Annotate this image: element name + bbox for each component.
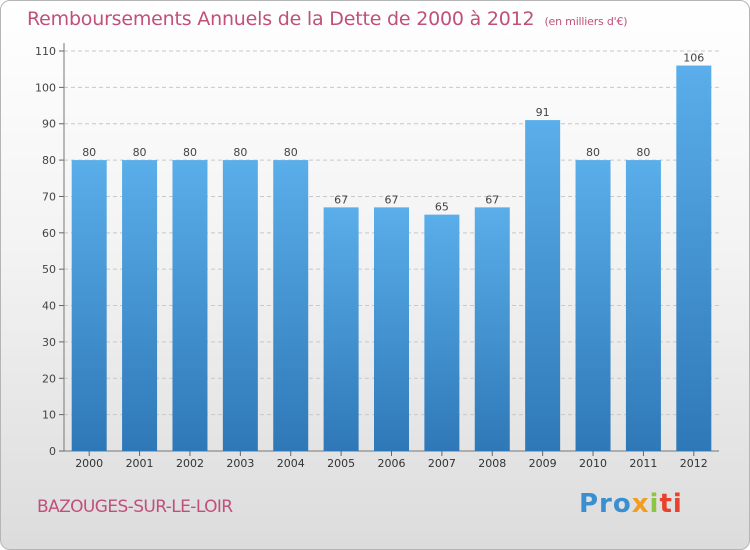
logo-part-4: ti: [659, 489, 683, 519]
data-label-2004: 80: [284, 146, 298, 159]
bar-2011: [625, 160, 661, 451]
x-tick-label: 2008: [478, 457, 506, 470]
y-tick-label: 50: [42, 263, 56, 276]
data-label-2001: 80: [133, 146, 147, 159]
bar-2012: [676, 65, 712, 451]
x-tick-label: 2004: [277, 457, 305, 470]
y-tick-label: 30: [42, 336, 56, 349]
bar-2001: [122, 160, 158, 451]
data-label-2011: 80: [636, 146, 650, 159]
bar-2009: [525, 120, 561, 451]
data-label-2009: 91: [536, 106, 550, 119]
y-tick-label: 40: [42, 300, 56, 313]
chart-title: Remboursements Annuels de la Dette de 20…: [27, 8, 628, 30]
data-labels: 80 80 80 80 80 67 67 65 67 91 80 80 106: [82, 52, 704, 214]
x-tick-label: 2012: [680, 457, 708, 470]
logo-part-2: x: [631, 489, 650, 519]
y-tick-label: 90: [42, 118, 56, 131]
bar-2010: [575, 160, 611, 451]
data-label-2012: 106: [683, 52, 704, 65]
bar-2006: [374, 207, 409, 451]
title-text: Remboursements Annuels de la Dette de 20…: [27, 8, 535, 30]
bar-2000: [71, 160, 107, 451]
axes: 0 10 20 30 40 50 60 70 80 90 100 110 2000 2001 2002 200…: [35, 43, 719, 470]
data-label-2003: 80: [233, 146, 247, 159]
x-tick-label: 2005: [327, 457, 355, 470]
bar-2005: [323, 207, 359, 451]
x-tick-label: 2001: [126, 457, 154, 470]
proxiti-logo[interactable]: Proxiti: [579, 489, 683, 519]
bar-2008: [474, 207, 510, 451]
logo-part-1: Pro: [579, 489, 632, 519]
x-tick-label: 2003: [226, 457, 254, 470]
unit-label: (en milliers d'€): [544, 15, 628, 28]
bar-2004: [273, 160, 309, 451]
y-tick-label: 0: [49, 445, 56, 458]
bars: [71, 65, 712, 451]
y-tick-label: 110: [35, 45, 56, 58]
y-tick-label: 70: [42, 190, 56, 203]
data-label-2005: 67: [334, 193, 348, 206]
y-tick-label: 100: [35, 81, 56, 94]
logo-part-3: i: [649, 489, 660, 519]
data-label-2002: 80: [183, 146, 197, 159]
x-tick-label: 2010: [579, 457, 607, 470]
data-label-2008: 67: [485, 193, 499, 206]
x-tick-label: 2002: [176, 457, 204, 470]
x-tick-label: 2006: [378, 457, 406, 470]
bar-2002: [172, 160, 208, 451]
x-tick-label: 2007: [428, 457, 456, 470]
bar-2003: [222, 160, 258, 451]
data-label-2010: 80: [586, 146, 600, 159]
data-label-2007: 65: [435, 201, 449, 214]
data-label-2006: 67: [385, 193, 399, 206]
commune-name: BAZOUGES-SUR-LE-LOIR: [37, 497, 233, 517]
y-tick-label: 20: [42, 372, 56, 385]
data-label-2000: 80: [82, 146, 96, 159]
y-tick-label: 60: [42, 227, 56, 240]
x-tick-label: 2011: [629, 457, 657, 470]
y-tick-label: 80: [42, 154, 56, 167]
bar-2007: [424, 214, 460, 451]
x-tick-label: 2009: [529, 457, 557, 470]
x-tick-label: 2000: [75, 457, 103, 470]
y-tick-label: 10: [42, 409, 56, 422]
